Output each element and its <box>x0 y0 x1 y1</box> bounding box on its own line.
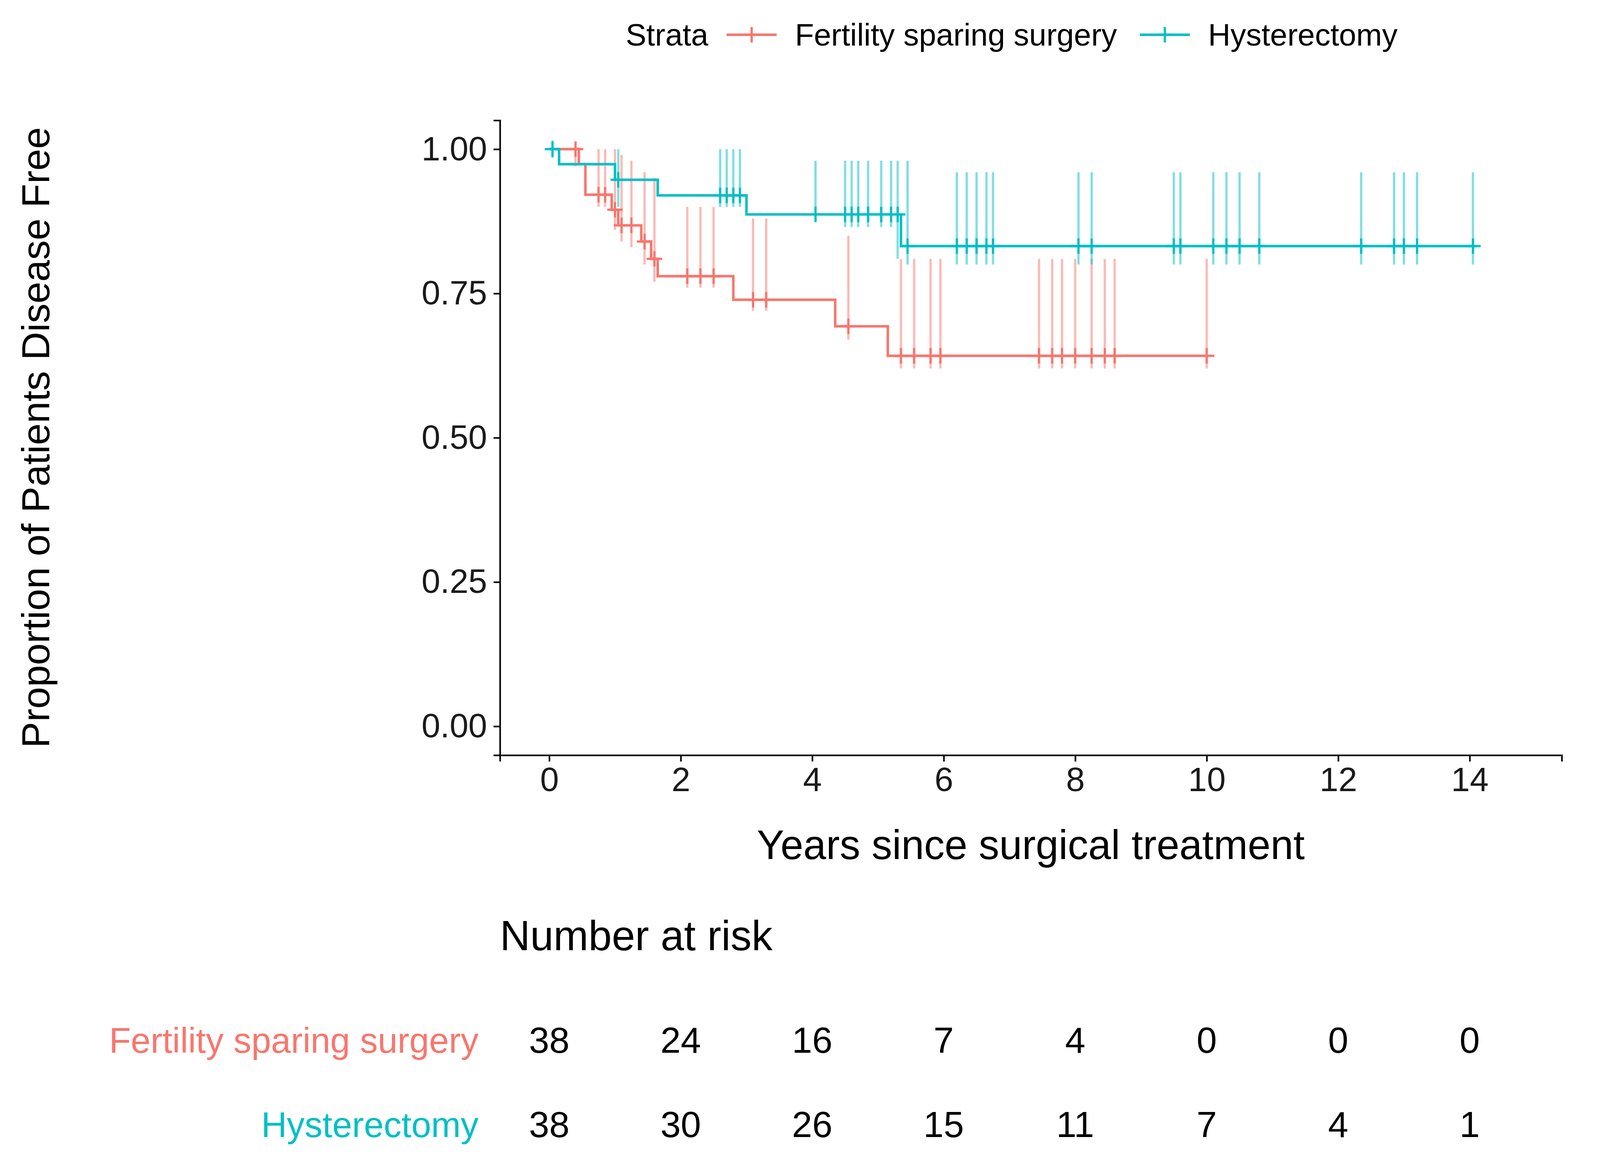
tick-label: 14 <box>1450 760 1489 799</box>
risk-count: 7 <box>933 1019 955 1061</box>
tick-mark <box>493 581 500 584</box>
series-group <box>549 141 1215 369</box>
tick-label: 0.50 <box>421 418 488 457</box>
tick-label: 0 <box>540 760 559 799</box>
risk-count: 7 <box>1196 1104 1218 1145</box>
censor-mark <box>646 251 663 267</box>
tick-label: 0.25 <box>421 562 488 601</box>
axis-line <box>493 120 501 756</box>
censor-mark <box>1106 348 1123 364</box>
series-group <box>544 140 1481 265</box>
tick: 8 <box>1065 755 1085 799</box>
risk-count: 4 <box>1064 1019 1086 1061</box>
censor-mark <box>607 201 623 218</box>
censor-mark <box>623 217 640 233</box>
tick: 14 <box>1450 755 1489 799</box>
tick-label: 4 <box>802 760 822 799</box>
censor-mark <box>758 292 774 308</box>
censor-mark <box>1198 348 1215 364</box>
risk-count: 15 <box>923 1104 964 1145</box>
tick-mark <box>493 293 500 295</box>
censor-mark <box>1083 238 1100 254</box>
plot-area <box>544 140 1481 369</box>
tick: 0 <box>540 755 559 799</box>
risk-count: 30 <box>660 1104 701 1145</box>
risk-table-title: Number at risk <box>499 912 773 959</box>
censor-interval <box>613 149 617 230</box>
risk-count: 0 <box>1459 1019 1481 1061</box>
censor-mark <box>899 238 916 254</box>
censor-mark <box>732 187 748 204</box>
tick: 6 <box>934 755 954 799</box>
legend-key-marker <box>1157 26 1173 43</box>
tick-label: 0.00 <box>421 706 488 745</box>
tick-mark <box>493 437 500 439</box>
chart: 024681012140.000.250.500.751.00Years sin… <box>0 0 1600 1158</box>
risk-row-label: Fertility sparing surgery <box>108 1020 479 1061</box>
tick-label: 12 <box>1319 760 1358 799</box>
censor-mark <box>1353 238 1369 254</box>
tick: 4 <box>802 755 822 799</box>
tick-mark <box>493 725 500 728</box>
censor-mark <box>1067 348 1083 364</box>
x-axis: 0 2 4 6 8 10 12 14 <box>500 755 1563 799</box>
x-axis-title: Years since surgical treatment <box>756 822 1305 868</box>
tick: 10 <box>1188 755 1226 799</box>
risk-table: Number at risk Fertility sparing surgery 3… <box>108 912 1480 1145</box>
censor-mark <box>932 348 949 364</box>
tick-label: 8 <box>1065 760 1085 799</box>
legend-label: Hysterectomy <box>1208 17 1398 52</box>
tick-label: 6 <box>934 760 954 799</box>
censor-mark <box>1409 238 1426 254</box>
censor-mark <box>597 186 613 203</box>
tick: 12 <box>1319 755 1358 799</box>
censor-mark <box>985 238 1001 254</box>
legend: Strata Fertility sparing surgery Hysterect… <box>625 17 1398 52</box>
tick-label: 2 <box>671 760 691 799</box>
censor-mark <box>1251 238 1267 254</box>
risk-count: 24 <box>660 1019 701 1061</box>
survival-curve <box>549 149 1477 247</box>
tick-mark <box>493 148 500 151</box>
risk-count: 16 <box>792 1019 833 1061</box>
tick-label: 10 <box>1188 760 1226 799</box>
tick: 0.00 <box>421 706 500 745</box>
censor-interval <box>643 172 646 265</box>
censor-mark <box>1231 238 1248 254</box>
censor-mark <box>705 268 722 284</box>
risk-count: 38 <box>529 1104 570 1145</box>
censor-mark <box>544 141 561 157</box>
censor-mark <box>890 206 906 222</box>
tick: 0.75 <box>421 273 500 312</box>
risk-count: 4 <box>1327 1104 1349 1145</box>
censor-mark <box>1465 238 1481 254</box>
y-axis-title: Proportion of Patients Disease Free <box>13 127 58 748</box>
tick: 2 <box>671 755 691 799</box>
censor-mark <box>567 141 584 157</box>
tick: 0.50 <box>421 418 500 457</box>
tick: 0.25 <box>421 562 500 601</box>
risk-count: 0 <box>1196 1019 1218 1061</box>
tick-label: 1.00 <box>421 129 488 168</box>
risk-count: 11 <box>1056 1104 1095 1145</box>
axis-line <box>500 755 1563 762</box>
censor-mark <box>1172 238 1189 254</box>
censor-mark <box>906 348 922 364</box>
risk-count: 1 <box>1459 1104 1481 1145</box>
risk-row-label: Hysterectomy <box>261 1104 479 1145</box>
censor-mark <box>636 233 653 250</box>
legend-key-marker <box>743 26 760 43</box>
censor-mark <box>807 206 824 222</box>
censor-interval <box>630 160 633 248</box>
legend-label: Fertility sparing surgery <box>794 17 1117 52</box>
censor-mark <box>610 171 627 188</box>
tick: 1.00 <box>421 129 500 168</box>
legend-title: Strata <box>625 17 709 52</box>
y-axis: 0.00 0.25 0.50 0.75 1.00 <box>421 120 501 756</box>
risk-count: 0 <box>1327 1019 1349 1061</box>
tick-label: 0.75 <box>421 273 488 312</box>
risk-count: 26 <box>792 1104 833 1145</box>
censor-mark <box>840 318 857 335</box>
risk-count: 38 <box>529 1019 570 1061</box>
